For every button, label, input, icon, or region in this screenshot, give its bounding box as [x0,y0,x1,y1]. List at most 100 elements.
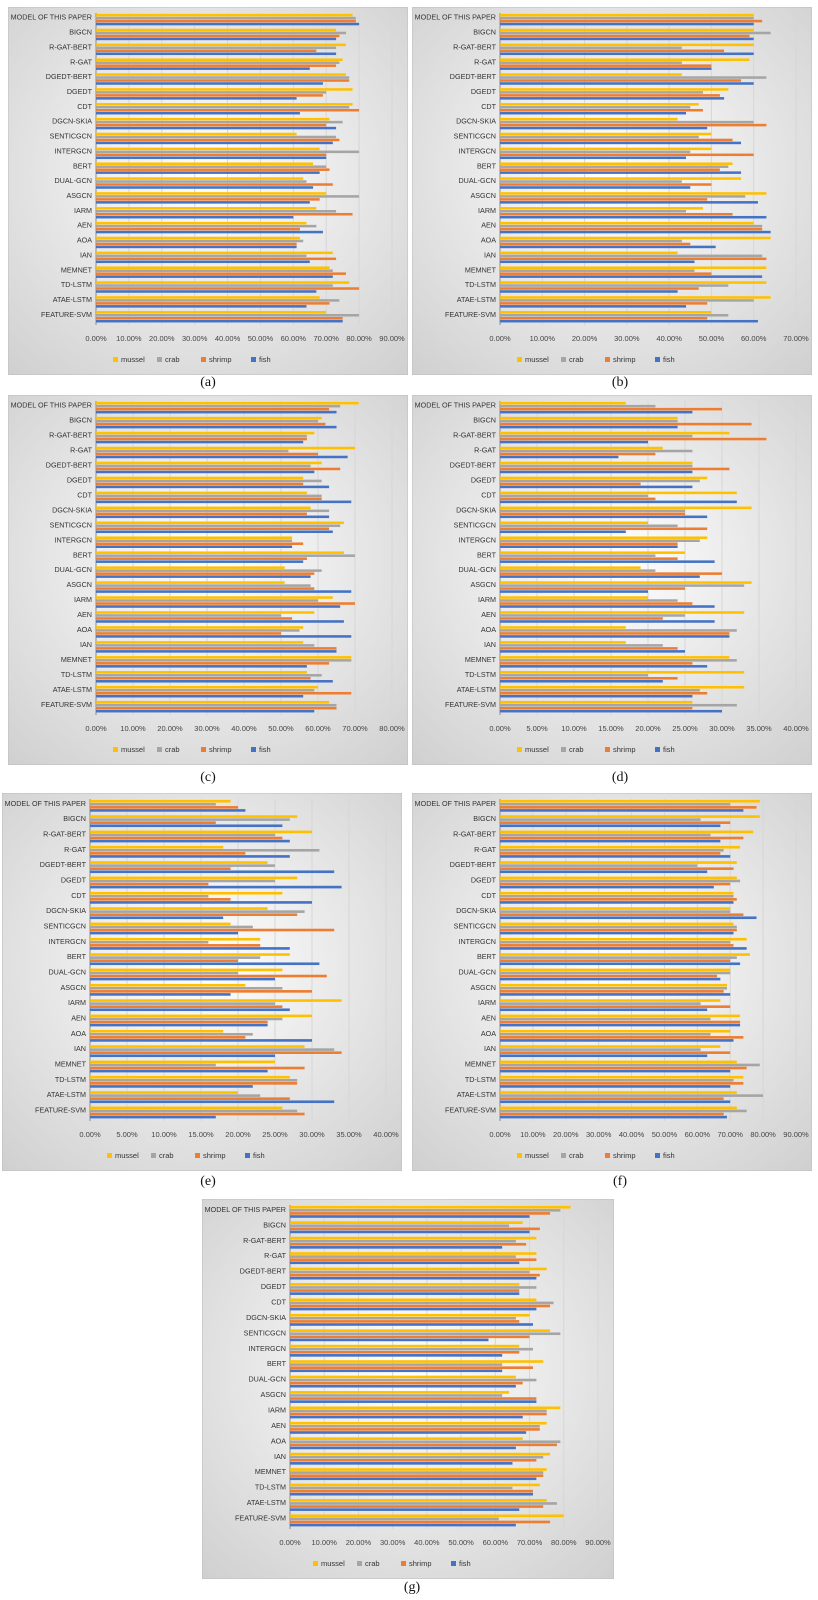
bar-crab [500,165,729,168]
bar-shrimp [500,482,641,486]
bar-fish [96,680,333,683]
bar-mussel [500,506,752,510]
bar-shrimp [290,1212,551,1215]
bar-mussel [90,1091,238,1094]
category-label: R-GAT [474,446,496,455]
bar-fish [290,1276,537,1280]
bar-fish [96,22,360,26]
bar-mussel [96,236,300,240]
bar-crab [500,46,682,50]
bar-crab [290,1347,533,1351]
category-label: SENTICGCN [454,922,496,931]
legend-label-fish: fish [259,745,271,754]
bar-mussel [500,671,745,674]
category-label: IARM [268,1406,286,1415]
category-label: MEMNET [55,1060,87,1069]
bar-crab [500,224,763,228]
bar-mussel [290,1344,520,1348]
bar-fish [90,839,290,843]
category-label: AEN [71,1014,86,1023]
bar-mussel [500,845,741,849]
bar-fish [96,590,352,593]
x-tick-label: 50.00% [248,334,274,343]
category-label: BERT [73,550,93,559]
bar-mussel [500,177,742,180]
x-tick-label: 70.00% [342,724,368,733]
bar-crab [500,1094,764,1097]
category-label: ATAE-LSTM [53,685,92,694]
legend-swatch-crab [157,357,162,362]
bar-mussel [500,656,730,659]
bar-fish [96,665,307,668]
bar-shrimp [96,706,337,710]
legend-swatch-crab [151,1153,156,1158]
bar-mussel [500,922,734,926]
bar-fish [96,275,333,278]
bar-crab [500,449,693,453]
bar-crab [500,464,693,468]
category-label: BERT [477,161,497,170]
category-label: R-GAT [70,57,92,66]
bar-shrimp [500,974,718,978]
bar-mussel [290,1437,523,1440]
bar-mussel [90,815,298,818]
bar-shrimp [96,422,326,426]
bar-fish [290,1338,489,1342]
bar-mussel [96,566,285,569]
bar-fish [500,855,731,858]
bar-shrimp [96,168,330,171]
category-label: BIGCN [473,416,496,425]
bar-fish [96,82,323,85]
bar-mussel [500,431,730,435]
category-label: ASGCN [470,191,496,200]
bar-crab [90,1017,283,1021]
bar-shrimp [96,138,340,142]
category-label: AOA [481,236,496,245]
bar-crab [96,584,311,587]
bar-crab [96,210,337,213]
legend-label-shrimp: shrimp [203,1151,226,1160]
legend-label-mussel: mussel [525,1151,549,1160]
bar-shrimp [96,691,352,695]
x-tick-label: 0.00% [85,724,107,733]
bar-fish [500,977,721,981]
bar-shrimp [500,212,733,216]
x-tick-label: 80.00% [346,334,372,343]
bar-crab [96,419,318,423]
x-tick-label: 80.00% [379,724,405,733]
bar-mussel [96,431,315,435]
x-tick-label: 40.00% [783,724,809,733]
category-label: BIGCN [63,814,86,823]
bar-shrimp [96,316,343,320]
bar-mussel [500,58,750,61]
bar-mussel [96,117,330,121]
bar-mussel [500,937,747,941]
category-label: IARM [74,206,92,215]
legend-label-shrimp: shrimp [209,745,232,754]
bar-shrimp [500,467,730,471]
bar-fish [500,290,678,293]
bar-fish [500,425,678,429]
bar-shrimp [96,287,360,290]
bar-shrimp [290,1320,520,1323]
legend-label-fish: fish [259,355,271,364]
legend-swatch-shrimp [195,1153,200,1158]
legend-swatch-shrimp [201,747,206,752]
bar-fish [290,1400,537,1403]
bar-crab [96,16,356,20]
bar-shrimp [96,272,346,275]
bar-shrimp [90,836,283,840]
category-label: INTERGCN [54,146,92,155]
bar-crab [500,1048,701,1051]
bar-fish [500,1100,731,1104]
bar-shrimp [96,64,337,67]
bar-crab [500,524,678,528]
legend-swatch-shrimp [605,357,610,362]
x-tick-label: 10.00% [116,334,142,343]
bar-shrimp [290,1350,520,1354]
x-tick-label: 10.00% [520,1130,546,1139]
bar-fish [500,82,754,85]
bar-crab [500,644,663,647]
category-label: DGEDT-BERT [450,860,497,869]
bar-mussel [500,685,745,689]
